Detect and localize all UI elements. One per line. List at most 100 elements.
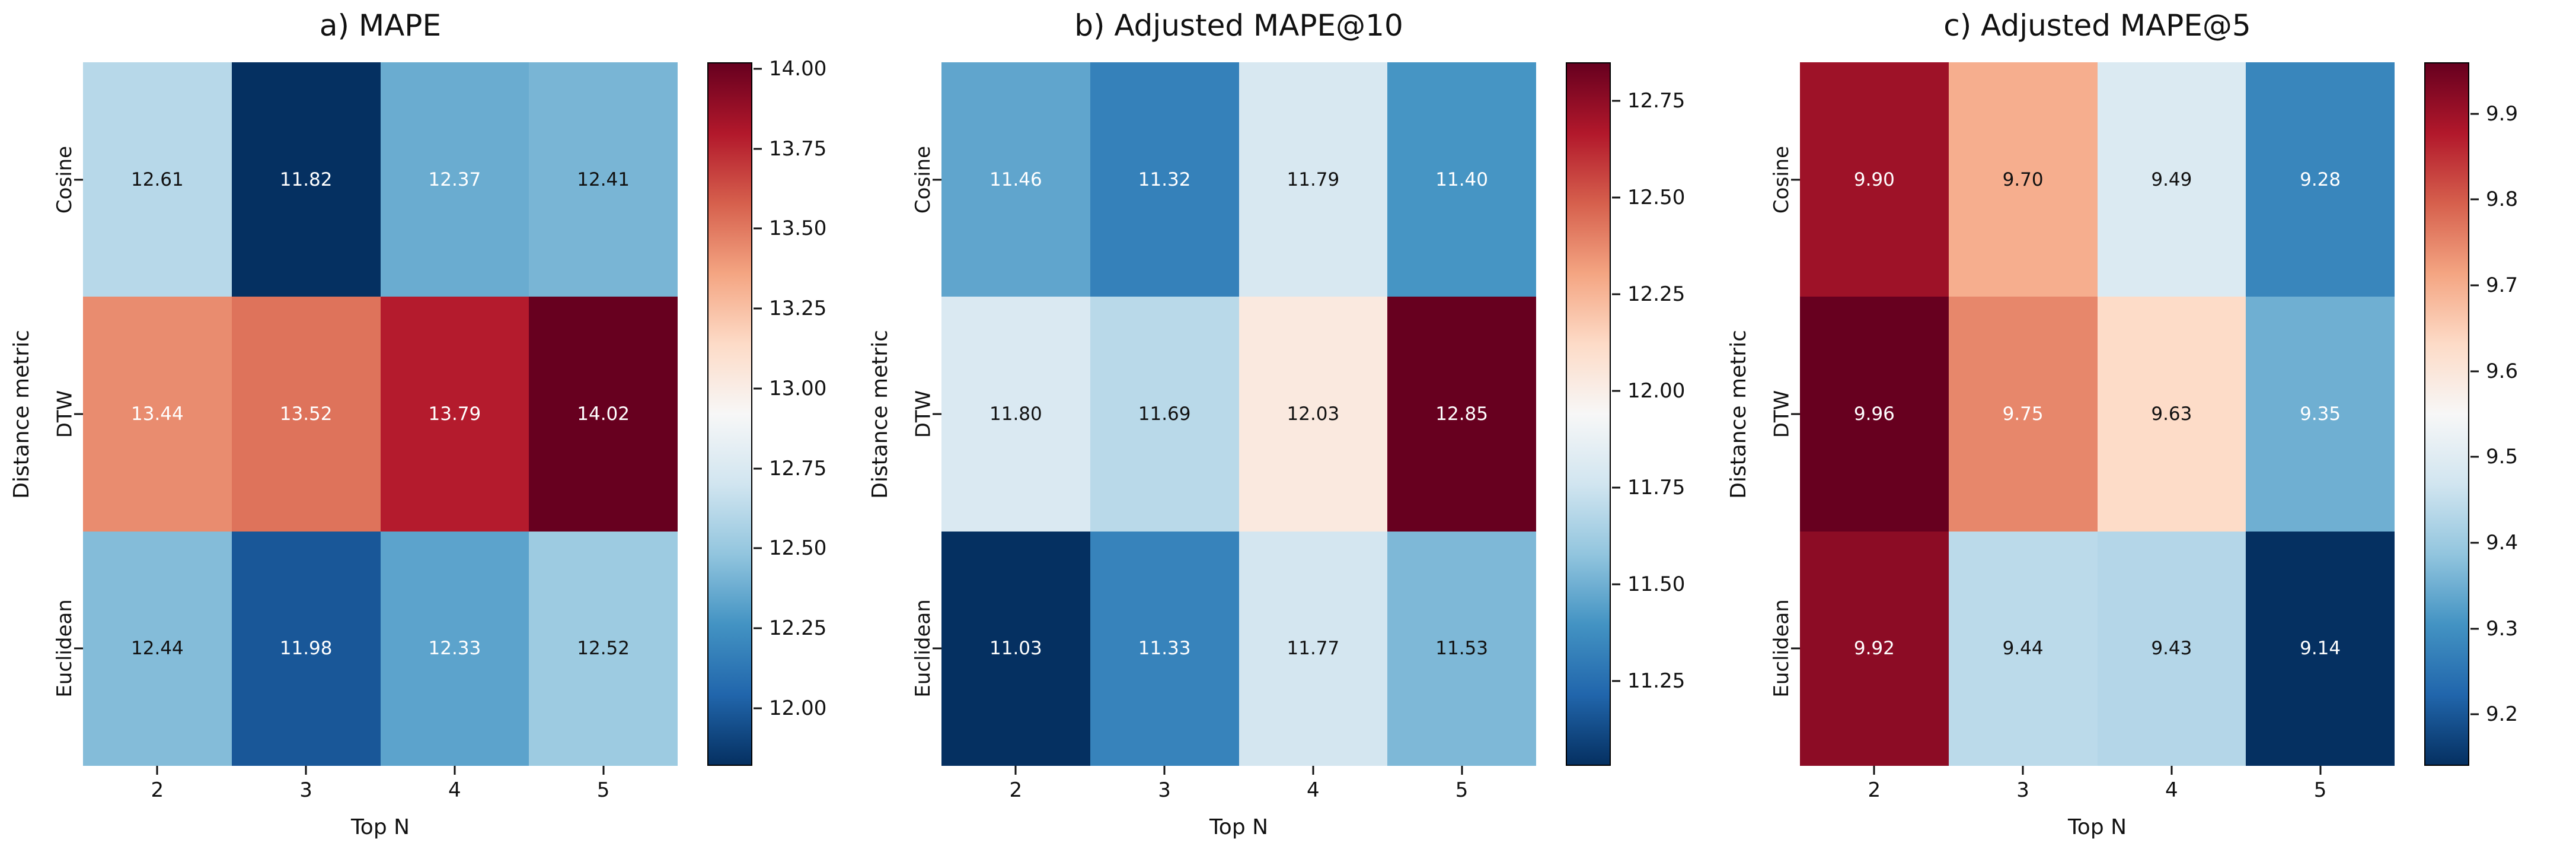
heatmap-cell: 12.33 (380, 531, 529, 766)
ytick-label-text: Cosine (1770, 145, 1794, 214)
x-axis-label: Top N (2067, 815, 2127, 839)
xtick-label: 3 (2016, 778, 2029, 802)
xtick-labels: 2 3 4 5 (1800, 778, 2395, 802)
colorbar-tick-label: 9.9 (2486, 101, 2518, 126)
heatmap-panel-c: c) Adjusted MAPE@5 Distance metric Cosin… (1717, 0, 2575, 856)
xtick-label: 2 (151, 778, 164, 802)
heatmap-cell: 9.44 (1948, 531, 2098, 766)
heatmap-cell: 9.28 (2246, 62, 2395, 297)
xtick-marks (1800, 766, 2395, 775)
heatmap-cell: 9.75 (1948, 297, 2098, 532)
colorbar-tick-marks (1612, 62, 1621, 766)
colorbar-tick-label: 14.00 (769, 56, 827, 81)
xtick-marks (941, 766, 1536, 775)
xtick-label: 5 (1455, 778, 1469, 802)
x-tick-mark (602, 766, 605, 775)
heatmap-cell: 12.85 (1387, 297, 1536, 532)
ytick-label-text: Euclidean (53, 599, 77, 698)
colorbar-tick-marks (754, 62, 763, 766)
colorbar (1566, 62, 1611, 766)
y-axis-label: Distance metric (867, 329, 892, 499)
colorbar-tick-label: 13.00 (769, 376, 827, 400)
heatmap-grid: 9.90 9.70 9.49 9.28 9.96 9.75 9.63 9.35 9.92 9.44… (1800, 62, 2395, 766)
colorbar-tick-label: 9.8 (2486, 187, 2518, 212)
ytick-label-text: DTW (53, 390, 77, 438)
y-tick-mark (933, 413, 941, 415)
colorbar-tick-label: 9.5 (2486, 445, 2518, 469)
y-tick-mark (933, 179, 941, 181)
heatmap-cell: 9.63 (2097, 297, 2246, 532)
colorbar-tick-mark (754, 148, 762, 150)
colorbar-tick-mark (754, 707, 762, 709)
colorbar-tick-marks (2470, 62, 2480, 766)
heatmap-cell: 9.14 (2246, 531, 2395, 766)
colorbar-tick-label: 12.50 (769, 536, 827, 561)
heatmap-cell: 12.44 (83, 531, 232, 766)
heatmap-cell: 11.03 (941, 531, 1090, 766)
colorbar-tick-mark (1612, 293, 1620, 295)
x-tick-mark (1312, 766, 1314, 775)
xtick-label: 2 (1009, 778, 1023, 802)
colorbar-tick-label: 9.7 (2486, 273, 2518, 298)
colorbar-tick-label: 9.2 (2486, 702, 2518, 727)
heatmap-cell: 9.70 (1948, 62, 2098, 297)
colorbar-tick-mark (2470, 713, 2479, 715)
ytick-label-text: Cosine (911, 145, 936, 214)
x-tick-mark (1873, 766, 1875, 775)
xtick-labels: 2 3 4 5 (83, 778, 678, 802)
y-tick-mark (74, 179, 83, 181)
ytick-marks (1790, 62, 1800, 766)
colorbar (707, 62, 752, 766)
heatmap-cell: 13.44 (83, 297, 232, 532)
heatmap-cell: 12.61 (83, 62, 232, 297)
colorbar-tick-labels: 9.2 9.3 9.4 9.5 9.6 9.7 9.8 9.9 (2486, 62, 2575, 766)
colorbar-tick-label: 12.50 (1627, 186, 1686, 210)
x-tick-mark (2319, 766, 2322, 775)
colorbar-tick-mark (754, 627, 762, 629)
colorbar-tick-label: 13.75 (769, 136, 827, 161)
heatmap-cell: 12.03 (1238, 297, 1388, 532)
x-tick-mark (1461, 766, 1463, 775)
colorbar-tick-mark (1612, 390, 1620, 392)
x-tick-mark (1014, 766, 1017, 775)
y-tick-mark (933, 647, 941, 650)
heatmap-cell: 12.37 (380, 62, 529, 297)
y-axis-label-box: Distance metric (1724, 62, 1753, 766)
y-tick-mark (1791, 647, 1800, 650)
heatmap-cell: 11.46 (941, 62, 1090, 297)
colorbar (2424, 62, 2469, 766)
xtick-marks (83, 766, 678, 775)
heatmap-cell: 9.90 (1800, 62, 1949, 297)
colorbar-tick-label: 11.75 (1627, 475, 1686, 499)
colorbar-tick-mark (754, 307, 762, 310)
heatmap-cell: 11.79 (1238, 62, 1388, 297)
colorbar-tick-label: 12.00 (769, 696, 827, 720)
heatmap-cell: 11.77 (1238, 531, 1388, 766)
xtick-label: 4 (1307, 778, 1320, 802)
xtick-label: 3 (1158, 778, 1171, 802)
heatmap-grid: 12.61 11.82 12.37 12.41 13.44 13.52 13.79 14.02… (83, 62, 678, 766)
colorbar-tick-mark (1612, 486, 1620, 489)
heatmap-panel-b: b) Adjusted MAPE@10 Distance metric Cosi… (858, 0, 1717, 856)
heatmap-cell: 11.80 (941, 297, 1090, 532)
colorbar-tick-labels: 12.00 12.25 12.50 12.75 13.00 13.25 13.50 13.75… (769, 57, 858, 766)
chart-title: b) Adjusted MAPE@10 (1074, 8, 1403, 43)
ytick-marks (74, 62, 83, 766)
ytick-marks (932, 62, 941, 766)
y-tick-mark (74, 647, 83, 650)
ytick-label-text: DTW (911, 390, 936, 438)
xtick-labels: 2 3 4 5 (941, 778, 1536, 802)
colorbar-tick-mark (754, 68, 762, 70)
colorbar-tick-mark (2470, 628, 2479, 630)
colorbar-tick-label: 12.75 (1627, 89, 1686, 113)
heatmap-cell: 9.43 (2097, 531, 2246, 766)
colorbar-tick-label: 13.50 (769, 217, 827, 241)
colorbar-tick-label: 9.6 (2486, 359, 2518, 383)
colorbar-tick-labels: 11.25 11.50 11.75 12.00 12.25 12.50 12.75 (1627, 62, 1716, 766)
colorbar-tick-mark (1612, 583, 1620, 585)
colorbar-tick-label: 12.75 (769, 456, 827, 480)
xtick-label: 5 (2313, 778, 2327, 802)
colorbar-tick-mark (754, 387, 762, 390)
colorbar-tick-label: 9.3 (2486, 616, 2518, 641)
y-tick-mark (1791, 413, 1800, 415)
